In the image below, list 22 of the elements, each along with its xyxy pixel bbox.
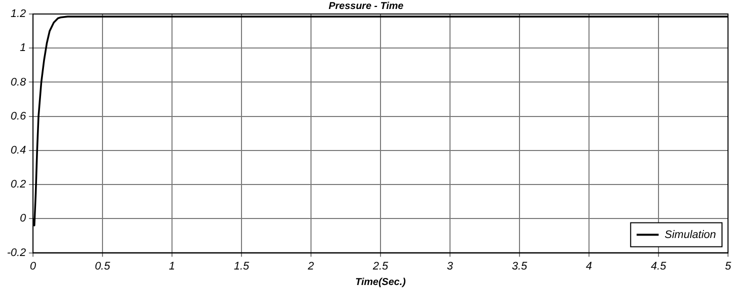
y-tick-label: -0.2 <box>6 246 26 259</box>
x-axis-title: Time(Sec.) <box>355 276 406 288</box>
y-tick-label: 1.2 <box>10 8 26 20</box>
x-tick-label: 3.5 <box>512 260 528 272</box>
x-tick-label: 3 <box>446 260 454 272</box>
x-tick-label: 2.5 <box>372 260 390 272</box>
y-tick-label: 0.6 <box>10 110 27 122</box>
x-tick-label: 0.5 <box>94 260 111 272</box>
legend-label: Simulation <box>664 228 716 241</box>
x-tick-label: 0 <box>30 260 37 272</box>
x-tick-label: 4 <box>586 260 592 272</box>
y-tick-label: 0.4 <box>10 144 26 157</box>
y-tick-label: 0 <box>20 212 27 225</box>
y-tick-label: 0.2 <box>10 178 26 191</box>
x-tick-label: 2 <box>306 260 314 272</box>
chart-title: Pressure - Time <box>328 0 404 12</box>
x-tick-label: 5 <box>724 260 732 272</box>
x-tick-label: 1.5 <box>234 260 250 272</box>
x-tick-label: 1 <box>168 260 176 272</box>
y-tick-label: 0.8 <box>10 76 27 88</box>
x-tick-label: 4.5 <box>650 260 668 272</box>
y-tick-label: 1 <box>20 42 26 54</box>
